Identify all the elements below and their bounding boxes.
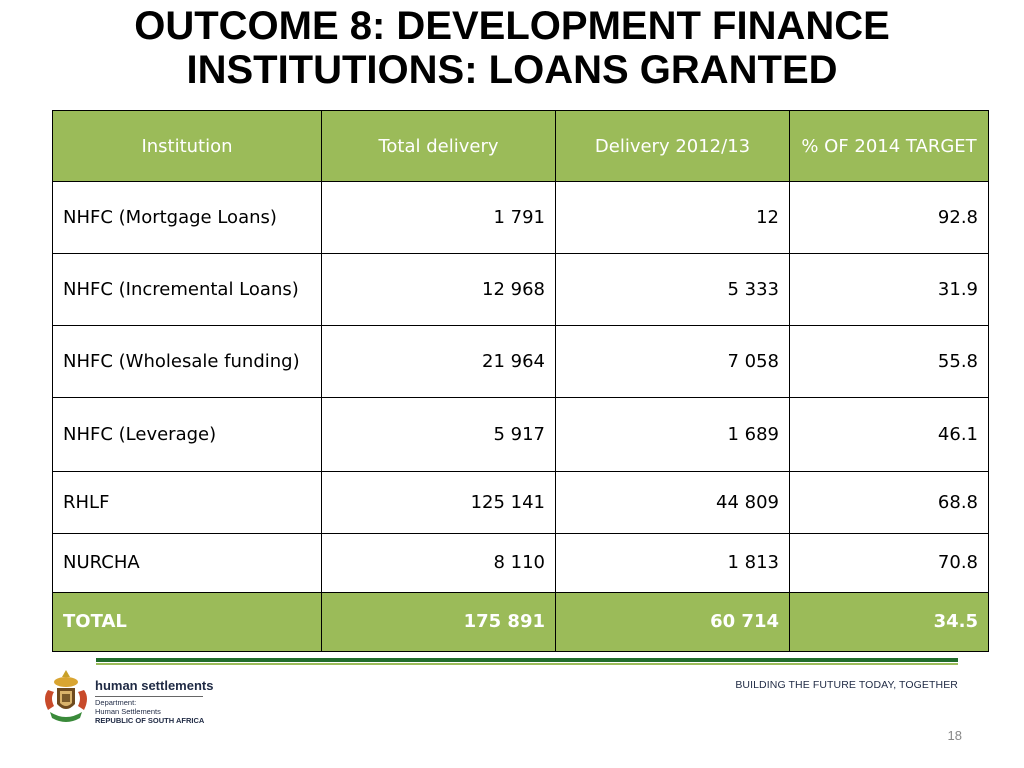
table-row: RHLF 125 141 44 809 68.8 bbox=[52, 471, 989, 534]
cell-delivery-2012-13: 5 333 bbox=[555, 253, 790, 326]
cell-percent-target: 46.1 bbox=[789, 397, 989, 472]
footer-rule-light bbox=[96, 663, 958, 665]
org-name: human settlements bbox=[95, 678, 214, 693]
page-number: 18 bbox=[947, 728, 962, 743]
dept-line-1: Department: bbox=[95, 698, 137, 707]
slide-title: OUTCOME 8: DEVELOPMENT FINANCE INSTITUTI… bbox=[0, 4, 1024, 92]
cell-total-delivery: 1 791 bbox=[321, 181, 556, 254]
department-block: Department: Human Settlements REPUBLIC O… bbox=[95, 698, 204, 725]
dept-line-2: Human Settlements bbox=[95, 707, 161, 716]
table-row: NHFC (Wholesale funding) 21 964 7 058 55… bbox=[52, 325, 989, 398]
header-percent-of-target: % OF 2014 TARGET bbox=[789, 110, 989, 182]
cell-delivery-2012-13-sum: 60 714 bbox=[555, 592, 790, 652]
table-row: NHFC (Mortgage Loans) 1 791 12 92.8 bbox=[52, 181, 989, 254]
cell-percent-target: 92.8 bbox=[789, 181, 989, 254]
header-total-delivery: Total delivery bbox=[321, 110, 556, 182]
cell-delivery-2012-13: 44 809 bbox=[555, 471, 790, 534]
cell-percent-target: 55.8 bbox=[789, 325, 989, 398]
slide-title-line-1: OUTCOME 8: DEVELOPMENT FINANCE bbox=[134, 4, 890, 48]
table-row: NHFC (Incremental Loans) 12 968 5 333 31… bbox=[52, 253, 989, 326]
cell-delivery-2012-13: 12 bbox=[555, 181, 790, 254]
org-name-underline bbox=[95, 696, 203, 697]
slogan: BUILDING THE FUTURE TODAY, TOGETHER bbox=[735, 679, 958, 691]
cell-institution: NHFC (Incremental Loans) bbox=[52, 253, 322, 326]
table-row: NHFC (Leverage) 5 917 1 689 46.1 bbox=[52, 397, 989, 472]
cell-institution: NHFC (Mortgage Loans) bbox=[52, 181, 322, 254]
dept-line-3: REPUBLIC OF SOUTH AFRICA bbox=[95, 716, 205, 725]
cell-total-label: TOTAL bbox=[52, 592, 322, 652]
footer-rule-dark bbox=[96, 658, 958, 662]
cell-total-delivery: 21 964 bbox=[321, 325, 556, 398]
cell-total-delivery-sum: 175 891 bbox=[321, 592, 556, 652]
cell-delivery-2012-13: 1 689 bbox=[555, 397, 790, 472]
cell-percent-target-total: 34.5 bbox=[789, 592, 989, 652]
table-header-row: Institution Total delivery Delivery 2012… bbox=[52, 110, 989, 182]
cell-total-delivery: 8 110 bbox=[321, 533, 556, 593]
cell-total-delivery: 12 968 bbox=[321, 253, 556, 326]
cell-delivery-2012-13: 1 813 bbox=[555, 533, 790, 593]
cell-institution: NHFC (Leverage) bbox=[52, 397, 322, 472]
header-delivery-2012-13: Delivery 2012/13 bbox=[555, 110, 790, 182]
cell-institution: NHFC (Wholesale funding) bbox=[52, 325, 322, 398]
cell-percent-target: 31.9 bbox=[789, 253, 989, 326]
loans-table: Institution Total delivery Delivery 2012… bbox=[52, 110, 989, 652]
cell-institution: NURCHA bbox=[52, 533, 322, 593]
cell-percent-target: 68.8 bbox=[789, 471, 989, 534]
total-row: TOTAL 175 891 60 714 34.5 bbox=[52, 592, 989, 652]
coat-of-arms-icon bbox=[45, 670, 87, 722]
slide-title-line-2: INSTITUTIONS: LOANS GRANTED bbox=[186, 48, 838, 92]
table-row: NURCHA 8 110 1 813 70.8 bbox=[52, 533, 989, 593]
cell-delivery-2012-13: 7 058 bbox=[555, 325, 790, 398]
cell-total-delivery: 125 141 bbox=[321, 471, 556, 534]
cell-institution: RHLF bbox=[52, 471, 322, 534]
header-institution: Institution bbox=[52, 110, 322, 182]
cell-percent-target: 70.8 bbox=[789, 533, 989, 593]
cell-total-delivery: 5 917 bbox=[321, 397, 556, 472]
